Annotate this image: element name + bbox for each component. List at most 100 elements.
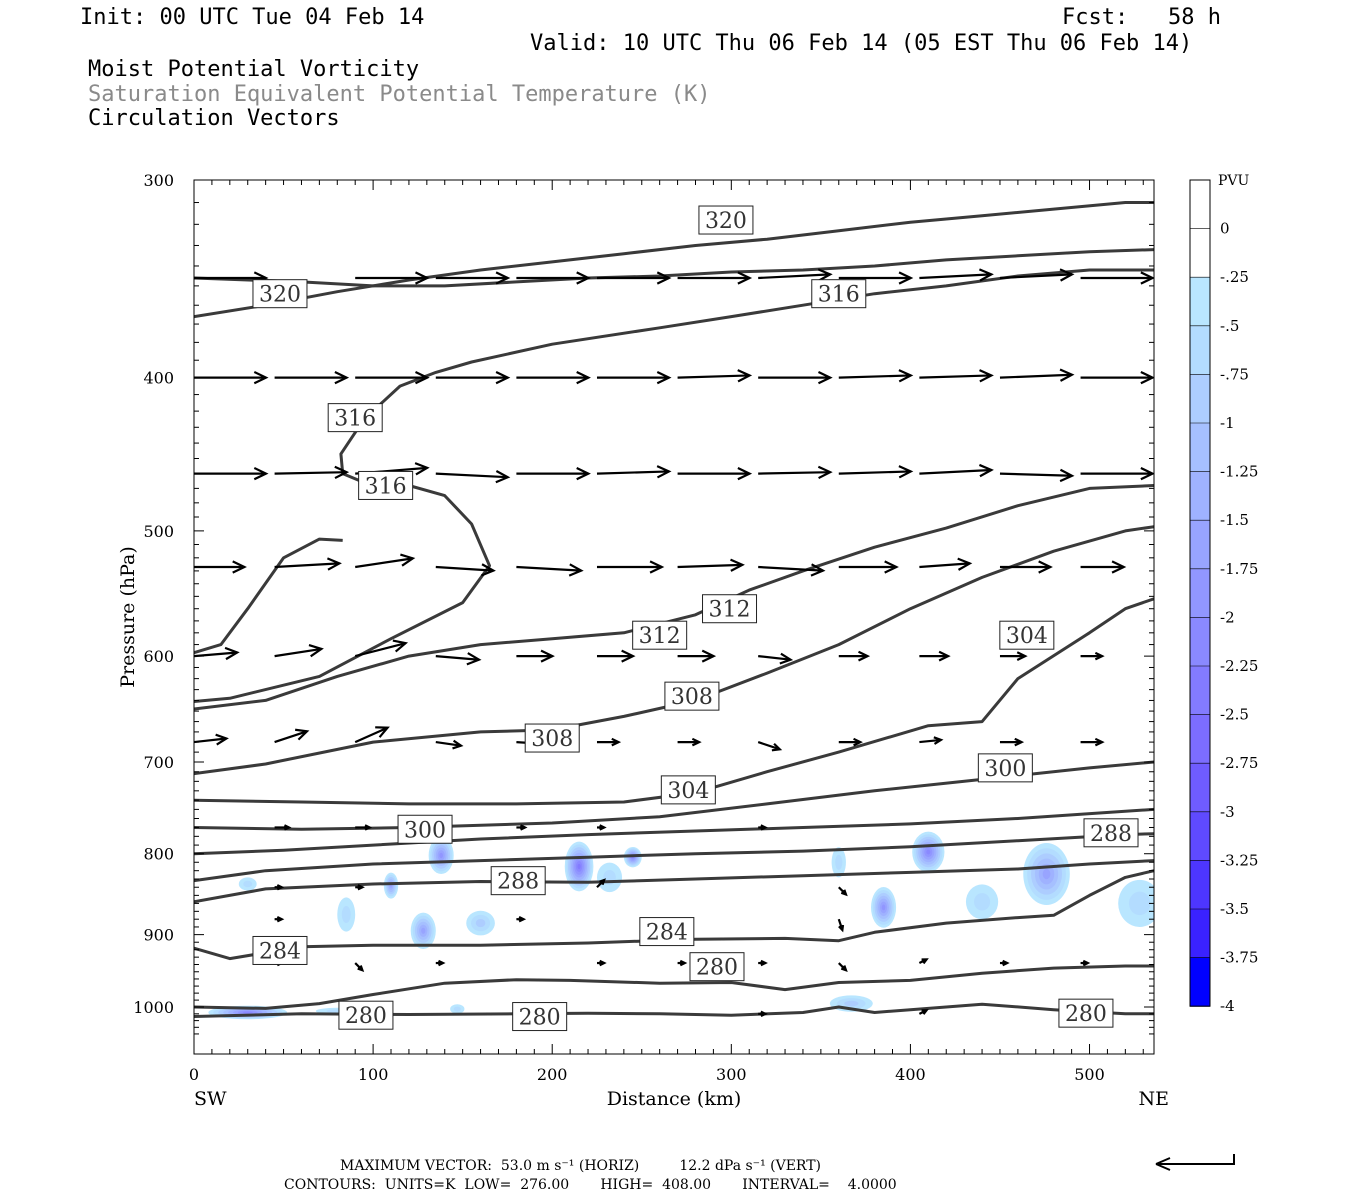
- circulation-vector-85: [354, 962, 365, 973]
- colorbar-swatch-11: [1190, 714, 1210, 764]
- colorbar-swatch-3: [1190, 325, 1210, 375]
- circulation-vector-56: [919, 650, 951, 662]
- pv-region-18: [831, 847, 846, 878]
- x-axis-label: Distance (km): [607, 1088, 742, 1110]
- y-tick-700: 700: [143, 753, 174, 772]
- circulation-vector-91: [918, 958, 929, 965]
- colorbar-swatch-8: [1190, 568, 1210, 618]
- pv-region-12: [596, 862, 623, 893]
- contour-label-7: 308: [664, 681, 720, 711]
- circulation-vector-32: [919, 463, 994, 478]
- contour-label-17: 280: [689, 952, 745, 982]
- contour-316-4: [194, 472, 491, 703]
- pv-region-10: [965, 884, 999, 920]
- circulation-vector-71: [274, 824, 292, 831]
- y-tick-500: 500: [143, 522, 174, 541]
- circulation-vector-2: [435, 271, 511, 285]
- circulation-vector-54: [758, 652, 794, 665]
- plot-frame: [193, 179, 1155, 1055]
- svg-text:280: 280: [519, 1006, 561, 1031]
- field-title-theta-es: Saturation Equivalent Potential Temperat…: [88, 82, 711, 107]
- x-tick-500: 500: [1074, 1065, 1105, 1084]
- circulation-vector-97: [918, 1009, 929, 1015]
- init-label: Init: 00 UTC Tue 04 Feb 14: [80, 5, 425, 30]
- svg-text:280: 280: [1065, 1002, 1107, 1027]
- contour-label-18: 280: [338, 1000, 394, 1030]
- cross-section-chart: 320 320 316 316 316 312 312 308 308 304 304 300 300 2…: [117, 171, 1258, 1110]
- contour-312-5: [194, 484, 1154, 711]
- circulation-vector-90: [837, 962, 848, 973]
- svg-text:312: 312: [639, 624, 681, 649]
- circulation-vector-28: [596, 465, 672, 479]
- circulation-vector-65: [677, 737, 702, 747]
- circulation-vector-96: [758, 1010, 768, 1018]
- circulation-vector-20: [919, 369, 994, 383]
- circulation-vector-24: [274, 465, 350, 480]
- circulation-vector-92: [999, 959, 1010, 967]
- colorbar-label-2: -.5: [1220, 317, 1239, 335]
- circulation-vector-57: [999, 651, 1028, 661]
- circulation-vector-35: [194, 560, 247, 574]
- colorbar-label-1: -.25: [1220, 268, 1249, 286]
- x-tick-200: 200: [537, 1065, 568, 1084]
- circulation-vector-6: [758, 268, 833, 282]
- colorbar-label-10: -2.5: [1220, 706, 1249, 724]
- circulation-vector-52: [596, 649, 636, 663]
- contour-316-1: [194, 248, 1154, 288]
- circulation-vector-60: [274, 728, 310, 744]
- circulation-vector-87: [596, 959, 607, 967]
- contour-284-13: [194, 964, 1154, 1010]
- contour-280-14: [194, 1002, 1154, 1018]
- circulation-vector-51: [516, 649, 555, 663]
- circulation-vector-30: [758, 465, 833, 480]
- x-axis-end-label: NE: [1139, 1088, 1170, 1110]
- colorbar-label-15: -3.75: [1220, 949, 1258, 967]
- circulation-vector-53: [677, 649, 717, 663]
- circulation-vector-22: [1080, 370, 1154, 385]
- contour-296-10: [194, 832, 1154, 883]
- svg-text:304: 304: [667, 779, 709, 804]
- x-tick-100: 100: [358, 1065, 389, 1084]
- circulation-vector-12: [274, 370, 350, 385]
- circulation-vector-66: [757, 741, 783, 752]
- colorbar-swatch-5: [1190, 423, 1210, 473]
- circulation-vector-80: [837, 886, 848, 897]
- circulation-vector-72: [355, 824, 373, 831]
- contour-label-1: 320: [252, 279, 308, 309]
- contour-label-10: 304: [660, 775, 716, 805]
- circulation-vector-48: [274, 644, 324, 658]
- contour-label-13: 288: [1083, 818, 1139, 848]
- contour-label-12: 300: [397, 814, 453, 844]
- colorbar-label-8: -2: [1220, 608, 1235, 626]
- svg-text:300: 300: [404, 818, 446, 843]
- circulation-vector-41: [677, 558, 745, 572]
- y-tick-600: 600: [143, 647, 174, 666]
- x-tick-400: 400: [895, 1065, 926, 1084]
- colorbar-label-4: -1: [1220, 414, 1235, 432]
- circulation-vector-68: [919, 736, 944, 745]
- contour-label-2: 316: [811, 279, 867, 309]
- contour-label-0: 320: [698, 205, 754, 235]
- pv-region-15: [450, 1004, 465, 1014]
- valid-time: Valid: 10 UTC Thu 06 Feb 14 (05 EST Thu …: [530, 31, 1193, 56]
- colorbar-swatch-12: [1190, 763, 1210, 813]
- circulation-vector-13: [355, 370, 430, 385]
- pv-region-4: [912, 831, 945, 873]
- contour-label-14: 288: [490, 866, 546, 896]
- circulation-vector-50: [435, 652, 482, 666]
- circulation-vector-36: [274, 557, 342, 571]
- circulation-vector-61: [354, 726, 390, 744]
- circulation-vector-34: [1080, 466, 1154, 481]
- svg-text:312: 312: [709, 598, 751, 623]
- colorbar-swatch-16: [1190, 957, 1210, 1007]
- circulation-vector-7: [838, 271, 914, 285]
- circulation-vector-33: [999, 468, 1075, 483]
- svg-text:304: 304: [1006, 624, 1048, 649]
- colorbar-label-7: -1.75: [1220, 560, 1258, 578]
- maximum-vector-note: MAXIMUM VECTOR: 53.0 m s⁻¹ (HORIZ) 12.2 …: [340, 1158, 822, 1174]
- circulation-vector-62: [435, 739, 464, 750]
- circulation-vector-55: [838, 650, 871, 662]
- contour-info-note: CONTOURS: UNITS=K LOW= 276.00 HIGH= 408.…: [284, 1177, 897, 1193]
- contour-320-0: [194, 201, 1154, 319]
- pv-region-1: [564, 841, 594, 892]
